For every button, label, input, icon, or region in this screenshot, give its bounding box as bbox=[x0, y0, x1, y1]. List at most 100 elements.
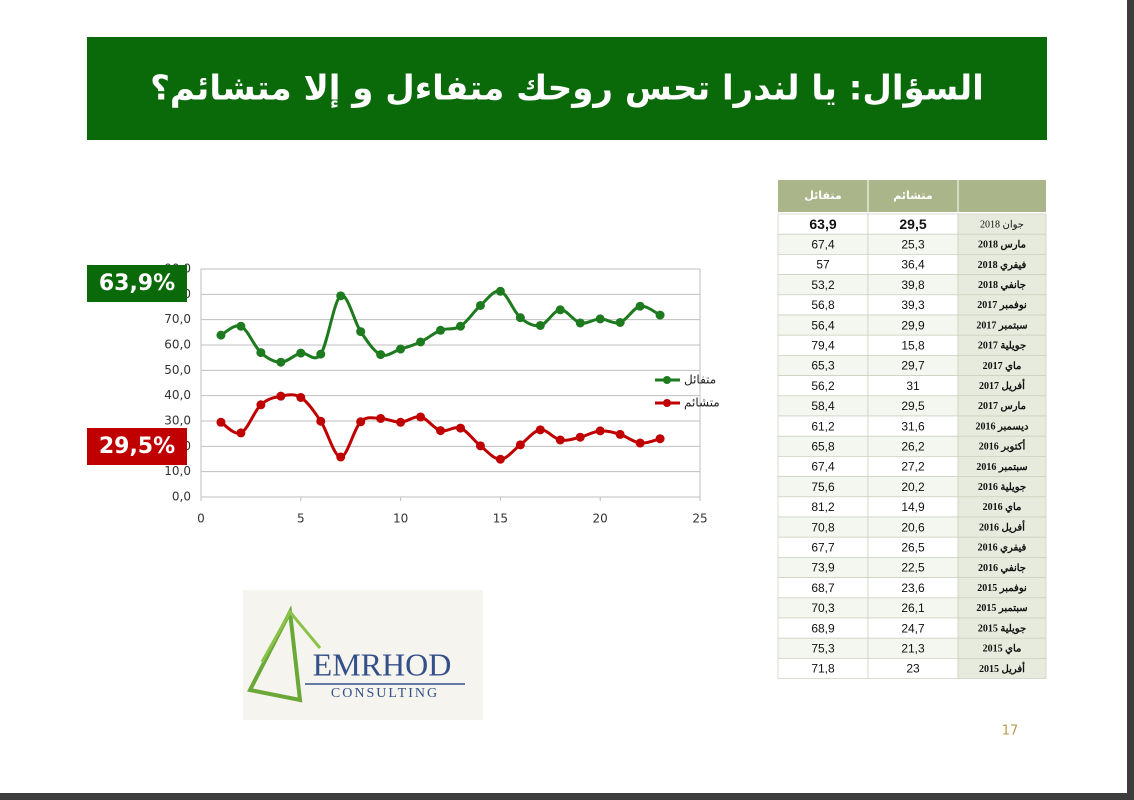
table-cell-text: 31 bbox=[906, 379, 920, 393]
data-point bbox=[575, 318, 585, 328]
data-point bbox=[216, 417, 226, 427]
table-cell-text: 31,6 bbox=[901, 419, 925, 433]
table-cell-text: 67,4 bbox=[811, 237, 835, 251]
data-point bbox=[256, 400, 266, 410]
table-cell-text: 65,8 bbox=[811, 439, 835, 453]
logo-tagline: CONSULTING bbox=[331, 686, 439, 701]
data-point bbox=[436, 325, 446, 335]
table-cell-text: جويلية 2016 bbox=[978, 482, 1026, 493]
y-tick-label: 30,0 bbox=[164, 414, 191, 428]
table-cell-text: 26,5 bbox=[901, 540, 925, 554]
data-point bbox=[316, 416, 326, 426]
data-point bbox=[535, 320, 545, 330]
data-point bbox=[296, 348, 306, 358]
table-cell-text: 20,6 bbox=[901, 520, 925, 534]
table-cell-text: 68,7 bbox=[811, 581, 835, 595]
table-cell-text: 65,3 bbox=[811, 359, 835, 373]
y-tick-label: 0,0 bbox=[172, 490, 191, 504]
callout-label: 29,5% bbox=[99, 434, 175, 459]
table-cell-text: 25,3 bbox=[901, 237, 925, 251]
y-tick-label: 50,0 bbox=[164, 363, 191, 377]
legend-label: متشائم bbox=[684, 396, 720, 410]
table-cell-text: 39,3 bbox=[901, 298, 925, 312]
x-tick-label: 10 bbox=[393, 512, 408, 526]
table-cell-text: نوفمبر 2015 bbox=[977, 583, 1027, 594]
x-tick-label: 0 bbox=[197, 512, 205, 526]
table-header: متشائم bbox=[893, 189, 932, 202]
table-header-bg bbox=[778, 180, 1046, 212]
table-cell-text: جانفي 2018 bbox=[978, 280, 1026, 291]
table-cell-text: 56,8 bbox=[811, 298, 835, 312]
table-cell-text: 56,4 bbox=[811, 318, 835, 332]
table-cell-text: 70,8 bbox=[811, 520, 835, 534]
table-cell-text: سبتمبر 2015 bbox=[976, 603, 1027, 614]
table-header: متفائل bbox=[804, 189, 841, 202]
data-point bbox=[455, 423, 465, 433]
table-cell-text: 53,2 bbox=[811, 278, 835, 292]
data-point bbox=[436, 426, 446, 436]
callout-box bbox=[87, 265, 187, 302]
table-cell-text: أفريل 2015 bbox=[979, 662, 1025, 675]
table-cell-text: 15,8 bbox=[901, 338, 925, 352]
table-cell-text: 79,4 bbox=[811, 338, 835, 352]
table-cell-text: 14,9 bbox=[901, 500, 925, 514]
data-point bbox=[396, 417, 406, 427]
logo-name: EMRHOD bbox=[313, 646, 452, 682]
table-cell-text: 67,7 bbox=[811, 540, 835, 554]
data-point bbox=[515, 313, 525, 323]
callout-label: 63,9% bbox=[99, 271, 175, 296]
x-tick-label: 20 bbox=[593, 512, 608, 526]
data-point bbox=[296, 392, 306, 402]
table-cell-text: نوفمبر 2017 bbox=[977, 300, 1027, 311]
data-point bbox=[376, 413, 386, 423]
table-cell-text: 61,2 bbox=[811, 419, 835, 433]
legend-marker bbox=[663, 376, 671, 384]
table-cell-text: مارس 2017 bbox=[978, 401, 1026, 412]
title-bar bbox=[87, 37, 1047, 140]
table-cell-text: 26,2 bbox=[901, 439, 925, 453]
data-point bbox=[416, 412, 426, 422]
table-cell-text: 26,1 bbox=[901, 601, 925, 615]
data-point bbox=[515, 440, 525, 450]
y-tick-label: 40,0 bbox=[164, 388, 191, 402]
table-cell-text: 75,6 bbox=[811, 480, 835, 494]
table-cell-text: أفريل 2016 bbox=[979, 520, 1025, 533]
table-cell-text: سبتمبر 2016 bbox=[976, 462, 1027, 473]
data-point bbox=[316, 349, 326, 359]
y-tick-label: 10,0 bbox=[164, 464, 191, 478]
data-point bbox=[236, 428, 246, 438]
y-tick-label: 60,0 bbox=[164, 338, 191, 352]
data-point bbox=[455, 321, 465, 331]
data-point bbox=[635, 301, 645, 311]
slide-title: السؤال: يا لندرا تحس روحك متفاءل و إلا م… bbox=[150, 69, 984, 109]
data-point bbox=[555, 305, 565, 315]
data-point bbox=[495, 286, 505, 296]
table-cell-text: أكتوبر 2016 bbox=[979, 440, 1026, 453]
table-cell-text: مارس 2018 bbox=[978, 240, 1026, 251]
table-cell-text: أفريل 2017 bbox=[979, 379, 1025, 392]
table-cell-text: فيفري 2018 bbox=[978, 260, 1027, 271]
data-point bbox=[635, 438, 645, 448]
data-point bbox=[575, 432, 585, 442]
legend-marker bbox=[663, 399, 671, 407]
table-cell-text: 29,7 bbox=[901, 359, 925, 373]
table-cell-text: 70,3 bbox=[811, 601, 835, 615]
table-cell-text: جويلية 2017 bbox=[978, 341, 1026, 352]
data-point bbox=[356, 327, 366, 337]
table-cell-text: 22,5 bbox=[901, 561, 925, 575]
x-tick-label: 5 bbox=[297, 512, 305, 526]
table-cell-text: 67,4 bbox=[811, 460, 835, 474]
data-point bbox=[396, 344, 406, 354]
table-cell bbox=[957, 658, 1047, 679]
data-point bbox=[595, 314, 605, 324]
data-point bbox=[535, 425, 545, 435]
table-cell-text: ماي 2017 bbox=[983, 361, 1022, 372]
table-cell-text: 81,2 bbox=[811, 500, 835, 514]
x-tick-label: 25 bbox=[692, 512, 707, 526]
table-cell-text: جانفي 2016 bbox=[978, 563, 1026, 574]
table-cell-text: 63,9 bbox=[809, 216, 836, 232]
data-point bbox=[336, 291, 346, 301]
data-point bbox=[256, 348, 266, 358]
